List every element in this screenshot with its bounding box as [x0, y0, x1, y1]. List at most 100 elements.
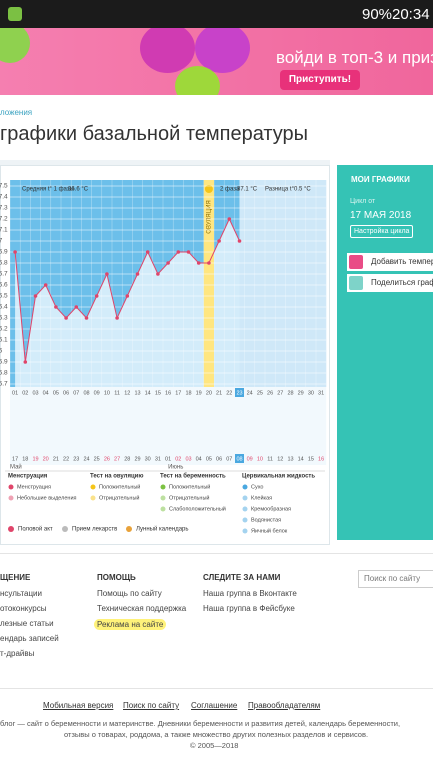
temperature-point — [54, 305, 58, 309]
action-row[interactable]: Поделиться графи — [347, 274, 433, 292]
chart: ОВУЛЯЦИЯ 37.5 37.4 37.3 37.2 37.1 37 36.9 36.8 36… — [0, 165, 330, 545]
day-label: 03 — [32, 390, 38, 396]
ovulation-label: ОВУЛЯЦИЯ — [206, 200, 212, 233]
bottom-link[interactable]: Правообладателям — [248, 701, 321, 710]
date-label: 15 — [308, 456, 314, 462]
legend-icon — [242, 528, 248, 534]
footer-link[interactable]: отоконкурсы — [0, 604, 47, 613]
banner-button[interactable]: Приступить! — [280, 70, 360, 90]
legend-extra: Прием лекарств — [72, 527, 117, 533]
legend-item: Положительный — [99, 483, 140, 490]
my-charts[interactable]: МОИ ГРАФИКИ — [351, 175, 410, 184]
y-tick-label: 36 — [0, 348, 3, 355]
temperature-point — [176, 250, 181, 254]
footer-title: ЩЕНИЕ — [0, 573, 31, 582]
day-label: 20 — [206, 390, 212, 396]
date-label: 08 — [236, 456, 242, 462]
highlight — [235, 388, 244, 397]
y-tick-label: 35.9 — [0, 359, 8, 366]
legend-item: Небольшие выделения — [17, 495, 77, 501]
y-tick-label: 35.7 — [0, 381, 8, 388]
date-label: 24 — [83, 456, 89, 462]
breadcrumb[interactable]: ложения — [0, 108, 33, 117]
y-tick-label: 37.3 — [0, 205, 8, 212]
day-label: 19 — [196, 390, 202, 396]
day-label: 11 — [114, 390, 120, 396]
footer-link[interactable]: Реклама на сайте — [94, 619, 167, 630]
date-label: 13 — [287, 456, 293, 462]
action-text: Поделиться графи — [371, 278, 433, 287]
temperature-point — [217, 239, 221, 243]
bottom-link[interactable]: Мобильная версия — [43, 701, 114, 710]
action-icon — [349, 276, 363, 290]
date-label: 10 — [257, 456, 263, 462]
footer-link[interactable]: Наша группа в Фейсбуке — [203, 604, 295, 613]
temperature-point — [33, 294, 38, 298]
day-label: 25 — [257, 390, 263, 396]
footer-link[interactable]: Техническая поддержка — [97, 604, 187, 613]
footer-link[interactable]: ендарь записей — [0, 634, 59, 643]
day-label: 16 — [165, 390, 171, 396]
date-label: 22 — [63, 456, 69, 462]
day-label: 28 — [287, 390, 293, 396]
status-bar: 90% 20:34 — [0, 0, 433, 28]
footer-link[interactable]: лезные статьи — [0, 619, 54, 628]
footer-link[interactable]: т-драйвы — [0, 649, 35, 658]
action-row[interactable]: Добавить темпера — [347, 253, 433, 271]
page-title: графики базальной температуры — [0, 123, 309, 145]
day-label: 27 — [277, 390, 283, 396]
temperature-point — [115, 316, 119, 320]
legend-icon — [126, 526, 132, 532]
bottom-link[interactable]: Поиск по сайту — [123, 701, 180, 710]
monster — [0, 28, 30, 63]
cycle-settings[interactable]: Настройка цикла — [350, 225, 414, 238]
day-label: 01 — [12, 390, 18, 396]
footer-link[interactable]: нсультации — [0, 589, 42, 598]
divider — [0, 160, 330, 165]
date-label: 02 — [175, 456, 181, 462]
search-box[interactable]: Поиск по сайту — [358, 570, 433, 588]
date-label: 19 — [32, 456, 38, 462]
legend-extra: Половой акт — [18, 526, 53, 533]
banner: войди в топ-3 и приз Приступить! — [0, 28, 433, 95]
footer-link[interactable]: Помощь по сайту — [97, 589, 162, 598]
bottom-link[interactable]: Соглашение — [191, 701, 238, 710]
y-tick-label: 36.4 — [0, 304, 8, 311]
legend-icon — [8, 484, 14, 490]
temperature-point — [166, 261, 170, 265]
temperature-point — [135, 272, 140, 276]
legend-title: Тест на беременность — [160, 473, 226, 480]
legend-item: Слабоположительный — [169, 505, 226, 512]
day-label: 18 — [185, 390, 191, 396]
month-label: Июнь — [168, 465, 183, 471]
legend-icon — [160, 484, 166, 490]
day-label: 22 — [226, 390, 232, 396]
legend-title: Цервикальная жидкость — [242, 474, 315, 480]
cycle-date: 17 МАЯ 2018 — [350, 210, 412, 221]
date-label: 05 — [206, 456, 212, 462]
y-tick-label: 37.2 — [0, 216, 8, 223]
legend-item: Кремообразная — [251, 506, 291, 512]
y-tick-label: 36.3 — [0, 315, 8, 322]
stat: 0.5 °С — [294, 187, 311, 193]
day-label: 21 — [216, 390, 222, 396]
day-label: 08 — [83, 390, 89, 396]
temperature-point — [196, 261, 201, 265]
about-text: © 2005—2018 — [190, 741, 239, 750]
month-label: Май — [10, 464, 22, 471]
divider — [0, 553, 433, 554]
temperature-point — [207, 261, 211, 265]
day-label: 15 — [155, 390, 161, 396]
footer-link[interactable]: Наша группа в Вконтакте — [203, 589, 297, 598]
cycle-from: Цикл от — [350, 198, 376, 205]
day-label: 09 — [94, 390, 100, 396]
legend-icon — [8, 495, 14, 501]
ovulation-column — [203, 180, 214, 387]
date-label: 14 — [298, 456, 304, 462]
legend-icon — [242, 495, 248, 501]
y-tick-label: 36.6 — [0, 282, 8, 289]
day-label: 04 — [43, 390, 49, 396]
date-label: 03 — [185, 456, 191, 462]
monster — [195, 28, 250, 73]
